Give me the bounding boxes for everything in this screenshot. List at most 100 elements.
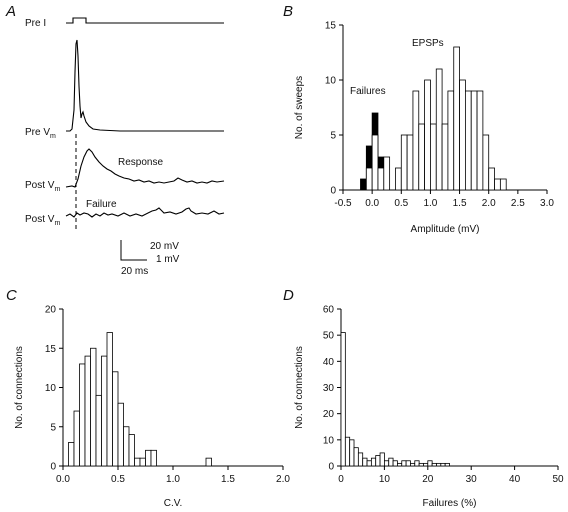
histogram-bar — [357, 452, 364, 467]
y-tick-label: 0 — [328, 462, 334, 473]
histogram-bar — [139, 457, 146, 467]
chart-d-failures-histogram: 0 10 20 30 40 50 0 10 20 30 40 50 60 Failures (%) No. … — [294, 305, 564, 510]
histogram-bar — [379, 452, 385, 467]
histogram-bar — [459, 79, 466, 191]
trace-label-pre-i: Pre I — [25, 18, 46, 29]
histogram-bar — [423, 462, 429, 467]
histogram-bar — [377, 167, 385, 191]
annotation-failures: Failures — [350, 86, 386, 97]
histogram-bar — [150, 449, 157, 467]
y-tick-label: 10 — [323, 435, 335, 446]
x-axis-label: C.V. — [164, 498, 183, 509]
histogram-bar — [362, 457, 368, 467]
annotation-epsps: EPSPs — [412, 38, 444, 49]
response-label: Response — [118, 157, 163, 168]
histogram-bar — [444, 462, 450, 467]
x-tick-label: 10 — [379, 474, 391, 485]
y-tick-label: 50 — [323, 331, 335, 342]
x-tick-label: -0.5 — [334, 198, 352, 209]
y-tick-label: 40 — [323, 357, 335, 368]
histogram-bar — [112, 371, 119, 467]
histogram-bar — [431, 462, 437, 467]
y-axis-label: No. of connections — [14, 346, 25, 429]
pre-vm-trace — [66, 39, 224, 132]
histogram-bar — [344, 436, 351, 467]
histogram-bar — [134, 457, 141, 467]
histogram-bar — [383, 460, 390, 467]
y-tick-label: 15 — [325, 21, 337, 32]
histogram-bar — [205, 457, 212, 467]
histogram-bar — [482, 134, 490, 191]
panel-a: A Pre I Pre Vm Post Vm Post Vm Response … — [5, 3, 225, 277]
histogram-bar — [84, 355, 91, 467]
histogram-bar — [405, 460, 411, 467]
y-tick-label: 20 — [45, 305, 57, 316]
y-tick-label: 0 — [50, 462, 56, 473]
histogram-bar — [401, 460, 407, 467]
histogram-bar — [436, 462, 442, 467]
x-tick-label: 50 — [552, 474, 564, 485]
histogram-bar — [360, 178, 367, 191]
panel-d-letter: D — [283, 287, 294, 304]
histogram-bar — [73, 410, 80, 467]
histogram-bar — [410, 462, 416, 467]
x-tick-label: 1.0 — [423, 198, 437, 209]
trace-label-post-vm-2: Post Vm — [25, 214, 60, 227]
histogram-bar — [395, 167, 402, 191]
histogram-bar — [366, 460, 372, 467]
y-tick-label: 60 — [323, 305, 335, 316]
scale-bar-voltage-2: 1 mV — [156, 254, 180, 265]
histogram-bar — [68, 442, 75, 467]
histogram-bar — [383, 156, 391, 191]
histogram-bar — [397, 462, 403, 467]
x-tick-label: 1.5 — [221, 474, 235, 485]
y-tick-label: 20 — [323, 409, 335, 420]
histogram-bar — [441, 123, 449, 191]
x-axis-label: Failures (%) — [423, 498, 477, 509]
x-tick-label: 1.5 — [453, 198, 467, 209]
y-tick-label: 5 — [50, 422, 56, 433]
post-vm-failure-trace — [65, 207, 225, 218]
x-tick-label: 3.0 — [540, 198, 554, 209]
panel-b-letter: B — [283, 3, 293, 20]
histogram-bar — [349, 439, 355, 467]
x-tick-label: 30 — [466, 474, 478, 485]
histogram-bar — [101, 355, 108, 467]
trace-label-post-vm-1: Post Vm — [25, 180, 60, 193]
histogram-bar — [123, 426, 130, 467]
x-tick-label: 0.0 — [365, 198, 379, 209]
histogram-bar — [370, 457, 377, 467]
histogram-bar — [464, 90, 472, 191]
histogram-bar — [418, 462, 424, 467]
post-vm-response-trace — [65, 148, 225, 188]
histogram-bar — [499, 178, 507, 191]
histogram-bar — [470, 90, 478, 191]
x-tick-label: 0.0 — [56, 474, 70, 485]
histogram-bar — [106, 332, 113, 467]
histogram-bar — [418, 123, 425, 191]
scale-bar-voltage-1: 20 mV — [150, 241, 179, 252]
histogram-bar — [424, 79, 431, 191]
scale-bar-time: 20 ms — [121, 266, 148, 277]
x-tick-label: 0.5 — [111, 474, 125, 485]
histogram-bar — [79, 363, 86, 467]
x-tick-label: 2.0 — [482, 198, 496, 209]
y-tick-label: 0 — [330, 186, 336, 197]
histogram-bar — [406, 134, 414, 191]
x-tick-label: 2.0 — [276, 474, 290, 485]
histogram-bar — [412, 90, 420, 191]
y-tick-label: 10 — [45, 383, 57, 394]
histogram-bar — [427, 460, 433, 467]
histogram-bar — [145, 449, 152, 467]
histogram-bar — [392, 460, 398, 467]
histogram-bar — [430, 123, 437, 191]
histogram-bar — [388, 457, 394, 467]
x-tick-label: 40 — [509, 474, 521, 485]
histogram-bar — [95, 394, 102, 467]
histogram-bar — [488, 167, 495, 191]
x-tick-label: 0.5 — [394, 198, 408, 209]
histogram-bar — [476, 90, 484, 191]
x-tick-label: 20 — [422, 474, 434, 485]
scale-bar — [120, 240, 147, 261]
